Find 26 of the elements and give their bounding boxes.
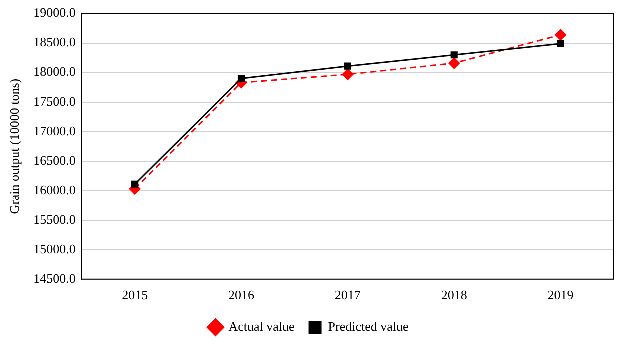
x-tick-label: 2019 — [548, 288, 574, 303]
y-tick-label: 15000.0 — [34, 241, 76, 256]
y-axis-title: Grain output (10000 tons) — [7, 78, 22, 214]
y-tick-label: 17000.0 — [34, 123, 76, 138]
x-tick-label: 2015 — [122, 288, 148, 303]
point — [342, 68, 354, 81]
x-tick-label: 2018 — [441, 288, 468, 303]
y-tick-label: 15500.0 — [34, 212, 76, 227]
point — [344, 62, 352, 70]
x-tick-label: 2017 — [334, 288, 362, 303]
x-tick-label: 2016 — [228, 288, 255, 303]
point — [450, 52, 458, 59]
y-tick-label: 17500.0 — [34, 94, 76, 109]
y-tick-label: 18500.0 — [34, 34, 76, 50]
y-tick-label: 19000.0 — [34, 5, 76, 20]
legend-label: Actual value — [228, 318, 296, 334]
point — [448, 57, 460, 70]
y-tick-label: 16000.0 — [34, 182, 76, 198]
y-tick-label: 16500.0 — [34, 152, 76, 168]
point — [554, 29, 567, 42]
y-tick-label: 18000.0 — [34, 64, 76, 80]
point — [557, 40, 564, 48]
y-tick-label: 14500.0 — [34, 270, 76, 286]
legend-label: Predicted value — [328, 318, 410, 334]
point — [132, 180, 139, 188]
point — [238, 75, 246, 82]
